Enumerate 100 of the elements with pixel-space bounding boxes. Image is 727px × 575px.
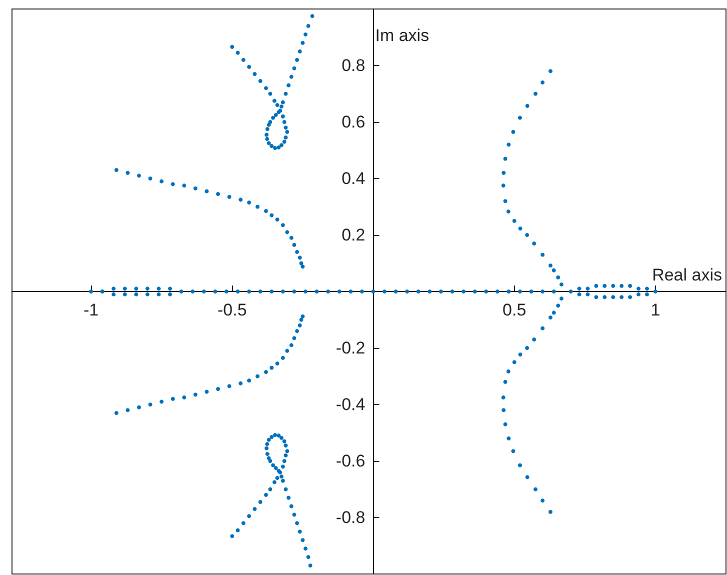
point [559,282,564,286]
point [275,217,280,222]
point [304,546,308,551]
x-tick-label: -1 [83,300,99,320]
point [193,392,198,397]
point [216,386,220,391]
point [280,478,285,483]
point [501,395,506,400]
point [276,145,281,150]
point [304,32,308,36]
point [506,210,510,214]
point [503,156,508,161]
point [518,352,522,356]
point [264,208,268,213]
point [266,438,271,442]
point [238,381,243,386]
point [285,348,290,353]
point [299,261,304,266]
point [182,395,186,400]
y-tick-label: -0.8 [336,508,366,527]
point [274,466,278,470]
point [552,268,556,272]
point [503,422,508,426]
point [114,410,118,415]
point [511,449,516,454]
point [299,318,304,322]
point [284,126,288,130]
y-tick-label: 0.2 [342,226,366,244]
x-tick-label: -0.5 [217,300,247,320]
point [300,314,305,318]
point [518,463,522,468]
point [271,116,276,120]
point [275,476,280,480]
y-tick-label: -0.4 [336,395,366,414]
y-tick-label: 0.6 [342,112,366,132]
point [292,66,296,70]
point [540,80,545,84]
point [289,74,294,79]
point [285,130,290,134]
point [306,24,310,28]
point [295,58,300,62]
point [160,400,164,404]
point [295,521,300,526]
y-axis-title: Im axis [375,26,430,45]
point [268,120,272,124]
point [310,14,314,18]
point [270,144,274,148]
point [298,530,302,534]
point [556,275,560,280]
point [525,346,530,350]
point [256,374,260,378]
point [264,132,269,137]
point [300,40,305,45]
point [272,480,276,484]
point [204,390,209,394]
point [285,449,290,454]
point [300,264,305,269]
point [258,79,262,84]
point [501,184,506,188]
point [268,459,272,463]
point [525,233,530,237]
point [275,362,280,366]
point [274,112,278,117]
point [502,408,506,412]
point [126,170,130,175]
point [204,189,209,194]
point [511,130,516,134]
point [148,402,152,406]
point [518,226,522,230]
point [540,498,545,503]
point [506,142,511,147]
point [280,223,285,228]
point [280,104,284,108]
point [284,443,288,448]
point [556,304,560,308]
point [295,250,300,254]
point [273,146,278,150]
point [230,534,234,538]
point [540,326,545,330]
point [289,236,294,240]
point [264,446,269,450]
point [559,296,564,301]
point [227,384,232,388]
point [534,487,538,492]
point [306,555,310,560]
point [282,140,286,144]
point [275,103,280,108]
point [264,370,268,374]
point [270,434,274,439]
point [525,104,530,108]
point [216,192,220,196]
point [273,433,278,438]
point [258,500,262,504]
point [270,213,274,218]
point [289,504,294,508]
point [280,436,284,440]
point [280,474,284,479]
point [148,176,152,180]
point [265,452,270,456]
point [241,521,246,526]
